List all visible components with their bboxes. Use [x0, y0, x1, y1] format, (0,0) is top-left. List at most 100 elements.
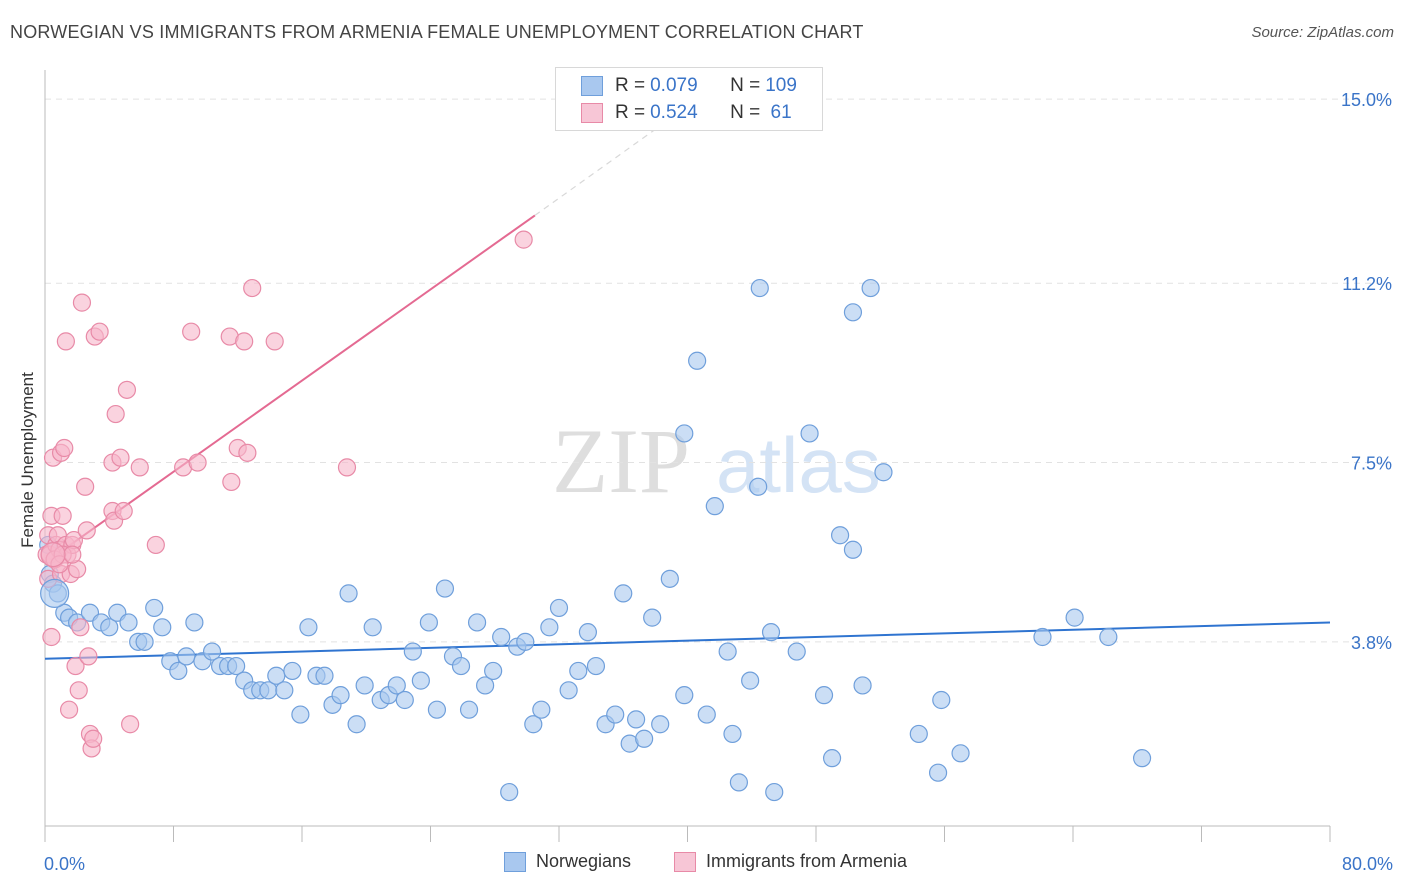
norwegian-point — [451, 656, 471, 676]
norwegian-point — [861, 278, 880, 298]
norwegian-point — [419, 613, 438, 632]
legend-row-norwegians: R = 0.079 N = 109 — [581, 74, 797, 98]
norwegian-point — [853, 676, 872, 695]
legend-n-label: N = — [730, 75, 761, 96]
norwegian-point — [1065, 608, 1084, 627]
armenia-point — [188, 453, 207, 472]
series-swatch-blue — [504, 851, 526, 872]
armenia-point — [146, 535, 165, 555]
norwegian-point — [363, 618, 382, 637]
armenia-point — [121, 715, 140, 734]
axes — [44, 70, 1331, 842]
norwegian-point — [484, 661, 503, 681]
norwegian-point — [339, 584, 358, 603]
legend-r-label: R = — [615, 102, 646, 123]
norwegian-point — [435, 579, 455, 598]
series-label-armenia: Immigrants from Armenia — [706, 851, 908, 871]
norwegian-point — [705, 497, 724, 516]
norwegian-point — [355, 676, 374, 695]
y-tick-label: 15.0% — [1341, 90, 1392, 110]
armenia-point — [117, 380, 137, 399]
norwegian-point — [135, 632, 154, 651]
norwegian-point — [626, 710, 646, 729]
series-label-norwegians: Norwegians — [536, 851, 632, 871]
armenia-point — [106, 404, 125, 424]
norwegian-point — [606, 705, 625, 724]
armenia-point — [69, 681, 88, 700]
armenia-point — [55, 438, 74, 458]
armenia-point — [337, 458, 357, 477]
legend-r-value: 0.524 — [650, 102, 698, 123]
armenia-point — [56, 332, 75, 351]
legend-r-label: R = — [615, 75, 646, 96]
norwegian-point — [492, 627, 511, 647]
norwegian-point — [331, 686, 350, 705]
armenia-point — [243, 278, 262, 298]
norwegian-point — [932, 690, 951, 710]
series-swatch-pink — [674, 851, 696, 872]
armenia-point — [71, 618, 90, 637]
norwegian-point — [928, 763, 948, 782]
norwegian-point — [347, 715, 366, 734]
armenia-point — [111, 448, 130, 467]
armenia-point — [79, 647, 98, 666]
norwegian-point — [697, 705, 716, 724]
norwegian-point — [874, 463, 893, 482]
trend-lines — [44, 105, 1331, 660]
watermark-atlas: atlas — [716, 421, 881, 509]
norwegian-point — [749, 477, 768, 496]
norwegian-point — [315, 666, 334, 685]
norwegian-point — [723, 724, 742, 744]
norwegian-point — [145, 598, 164, 618]
norwegian-point — [40, 578, 70, 608]
gridlines — [45, 98, 1390, 643]
norwegian-point — [411, 671, 430, 690]
series-legend-armenia: Immigrants from Armenia — [674, 851, 907, 872]
chart-title: NORWEGIAN VS IMMIGRANTS FROM ARMENIA FEM… — [10, 22, 864, 42]
norwegian-point — [532, 700, 551, 719]
y-tick-label: 11.2% — [1342, 274, 1392, 294]
norwegian-point — [1132, 749, 1152, 768]
norwegian-point — [635, 729, 654, 748]
norwegian-point — [476, 676, 495, 695]
legend-n-value: 109 — [765, 75, 797, 96]
armenia-point — [72, 293, 92, 312]
norwegian-point — [283, 661, 302, 681]
norwegian-point — [227, 656, 246, 676]
norwegian-point — [578, 623, 598, 642]
legend-n-label: N = — [730, 102, 761, 123]
norwegian-point — [1033, 627, 1052, 647]
norwegian-point — [909, 724, 928, 744]
norwegian-point — [750, 278, 769, 298]
armenia-point — [114, 501, 133, 521]
norwegian-point — [830, 526, 850, 545]
norwegian-point — [843, 540, 863, 559]
y-tick-label: 7.5% — [1351, 454, 1392, 474]
norwegian-point — [395, 690, 414, 710]
legend-swatch-pink — [581, 103, 603, 123]
armenia-point — [77, 521, 96, 540]
norwegian-point — [822, 749, 842, 768]
armenia-point — [84, 729, 103, 748]
norwegian-point — [614, 584, 633, 603]
norwegian-point — [586, 656, 606, 676]
source-label: Source: ZipAtlas.com — [1251, 24, 1394, 41]
armenia-point — [130, 458, 149, 477]
norwegian-point — [153, 618, 172, 637]
norwegian-point — [814, 686, 834, 705]
norwegian-point — [643, 608, 662, 627]
norwegian-point — [403, 642, 422, 661]
norwegian-point — [100, 618, 119, 637]
norwegian-point — [787, 642, 806, 661]
y-tick-label: 3.8% — [1351, 633, 1392, 653]
armenia-point — [63, 545, 82, 564]
norwegian-point — [202, 642, 222, 661]
norwegian-trend-line — [44, 621, 1331, 660]
norwegian-point — [275, 681, 294, 700]
norwegian-point — [119, 613, 138, 632]
armenia-point — [42, 627, 61, 647]
norwegian-point — [843, 303, 863, 322]
norwegian-point — [559, 681, 578, 700]
armenia-point — [76, 477, 95, 496]
norwegian-point — [651, 715, 670, 734]
